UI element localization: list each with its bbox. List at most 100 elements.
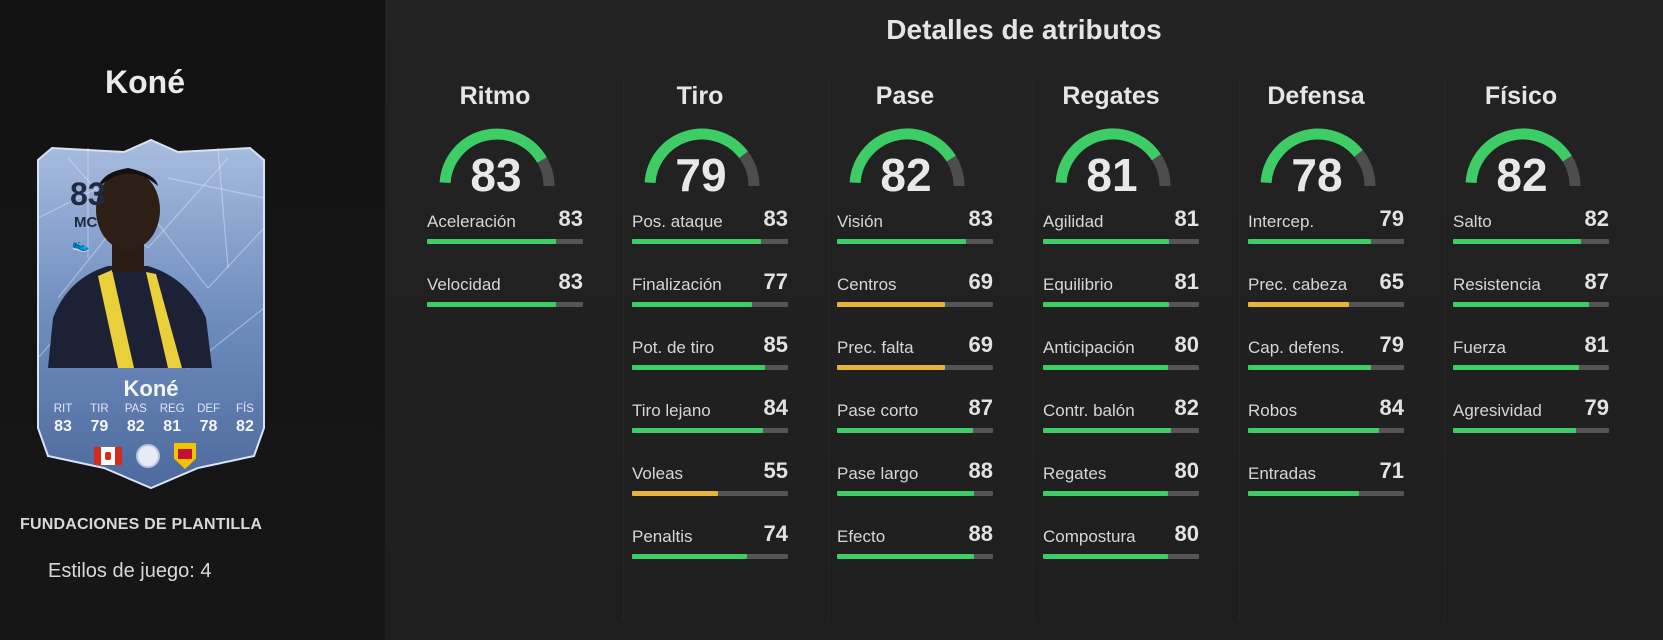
attribute-label: Anticipación: [1043, 338, 1135, 357]
category-gauge-value: 78: [1291, 149, 1343, 201]
attribute-bar-fill: [1248, 302, 1350, 307]
attribute-row[interactable]: Pase largo 88: [837, 458, 993, 498]
attribute-row[interactable]: Prec. falta 69: [837, 332, 993, 372]
attribute-bar-fill: [1043, 491, 1168, 496]
attribute-row[interactable]: Resistencia 87: [1453, 269, 1609, 309]
attribute-value: 80: [1174, 458, 1199, 483]
playstyles-count[interactable]: Estilos de juego: 4: [48, 560, 212, 582]
gauge-fill: [439, 128, 547, 184]
gauge-track: [738, 151, 760, 187]
attribute-label: Tiro lejano: [632, 401, 711, 420]
attribute-row[interactable]: Pase corto 87: [837, 395, 993, 435]
attribute-row[interactable]: Visión 83: [837, 206, 993, 246]
attribute-value: 79: [1379, 332, 1404, 357]
attribute-bar-track: [1043, 302, 1199, 307]
attribute-column-pase: Pase 82 Visión 83 Centros 69 Prec. falta 69 Pas…: [817, 60, 1034, 640]
attribute-value: 65: [1379, 269, 1404, 294]
category-gauge: 78: [1252, 124, 1384, 201]
attribute-bar-track: [837, 365, 993, 370]
attribute-label: Regates: [1043, 464, 1107, 483]
category-gauge: 82: [841, 124, 973, 201]
attribute-label: Salto: [1453, 212, 1492, 231]
card-stat-values: 83 79 82 81 78 82: [48, 418, 260, 436]
attribute-bar-fill: [632, 239, 762, 244]
attribute-row[interactable]: Regates 80: [1043, 458, 1199, 498]
attribute-bar-track: [837, 491, 993, 496]
attribute-label: Robos: [1248, 401, 1298, 420]
attribute-column-tiro: Tiro 79 Pos. ataque 83 Finalización 77 Pot. d…: [612, 60, 829, 640]
attribute-row[interactable]: Prec. cabeza 65: [1248, 269, 1404, 309]
player-card[interactable]: 83 MC 👟 Koné RIT TIR PAS REG DEF FÍS 83 …: [28, 138, 274, 490]
attribute-row[interactable]: Penaltis 74: [632, 521, 788, 561]
attribute-row[interactable]: Equilibrio 81: [1043, 269, 1199, 309]
attribute-bar-fill: [837, 239, 967, 244]
attribute-row[interactable]: Agilidad 81: [1043, 206, 1199, 246]
league-icon: [136, 444, 160, 468]
attribute-label: Efecto: [837, 527, 886, 546]
category-gauge-value: 82: [880, 149, 932, 201]
attribute-row[interactable]: Pos. ataque 83: [632, 206, 788, 246]
attribute-row[interactable]: Cap. defens. 79: [1248, 332, 1404, 372]
attribute-value: 87: [968, 395, 993, 420]
card-stat-label: PAS: [124, 403, 147, 415]
attribute-bar-fill: [1248, 365, 1372, 370]
attribute-row[interactable]: Salto 82: [1453, 206, 1609, 246]
attribute-bar-fill: [1043, 365, 1168, 370]
attribute-value: 85: [763, 332, 788, 357]
attribute-bar-track: [632, 365, 788, 370]
attribute-row[interactable]: Anticipación 80: [1043, 332, 1199, 372]
attribute-bar-fill: [1453, 239, 1581, 244]
attribute-value: 74: [763, 521, 788, 546]
attribute-row[interactable]: Compostura 80: [1043, 521, 1199, 561]
attribute-bar-track: [1248, 428, 1404, 433]
attribute-label: Centros: [837, 275, 897, 294]
card-rating: 83: [70, 176, 106, 212]
player-summary-panel: Koné 8: [0, 0, 385, 640]
attribute-row[interactable]: Finalización 77: [632, 269, 788, 309]
attribute-value: 79: [1379, 206, 1404, 231]
attribute-row[interactable]: Efecto 88: [837, 521, 993, 561]
gauge-track: [1354, 149, 1376, 187]
attribute-label: Resistencia: [1453, 275, 1541, 294]
attribute-value: 83: [558, 206, 583, 231]
attribute-bar-fill: [427, 302, 557, 307]
attribute-row[interactable]: Intercep. 79: [1248, 206, 1404, 246]
attribute-label: Finalización: [632, 275, 722, 294]
attribute-label: Voleas: [632, 464, 684, 483]
attribute-row[interactable]: Agresividad 79: [1453, 395, 1609, 435]
attribute-row[interactable]: Pot. de tiro 85: [632, 332, 788, 372]
gauge-fill: [849, 128, 956, 184]
attribute-bar-track: [1043, 428, 1199, 433]
gauge-fill: [1465, 128, 1572, 184]
attribute-row[interactable]: Contr. balón 82: [1043, 395, 1199, 435]
attribute-row[interactable]: Robos 84: [1248, 395, 1404, 435]
attribute-row[interactable]: Centros 69: [837, 269, 993, 309]
attribute-bar-track: [632, 302, 788, 307]
attribute-bar-fill: [632, 428, 764, 433]
category-gauge-value: 81: [1086, 149, 1138, 201]
attribute-row[interactable]: Entradas 71: [1248, 458, 1404, 498]
attribute-label: Intercep.: [1248, 212, 1315, 231]
attribute-bar-track: [427, 302, 583, 307]
attribute-column-ritmo: Ritmo 83 Aceleración 83 Velocidad 83: [407, 60, 624, 640]
attribute-row[interactable]: Aceleración 83: [427, 206, 583, 246]
attribute-bar-fill: [1043, 239, 1170, 244]
attribute-row[interactable]: Tiro lejano 84: [632, 395, 788, 435]
player-name: Koné: [105, 64, 185, 100]
gauge-fill: [1055, 128, 1161, 184]
attribute-label: Fuerza: [1453, 338, 1506, 357]
attribute-column-regates: Regates 81 Agilidad 81 Equilibrio 81 Anticipa…: [1023, 60, 1240, 640]
attribute-bar-track: [427, 239, 583, 244]
attribute-bar-track: [1248, 491, 1404, 496]
attribute-row[interactable]: Velocidad 83: [427, 269, 583, 309]
attribute-label: Pase largo: [837, 464, 919, 483]
gauge-track: [946, 155, 965, 187]
category-gauge: 82: [1457, 124, 1589, 201]
attribute-label: Pot. de tiro: [632, 338, 715, 357]
attribute-bar-track: [1043, 239, 1199, 244]
attribute-bar-track: [632, 554, 788, 559]
attribute-bar-track: [1453, 239, 1609, 244]
attribute-row[interactable]: Voleas 55: [632, 458, 788, 498]
attribute-bar-track: [1453, 302, 1609, 307]
attribute-row[interactable]: Fuerza 81: [1453, 332, 1609, 372]
